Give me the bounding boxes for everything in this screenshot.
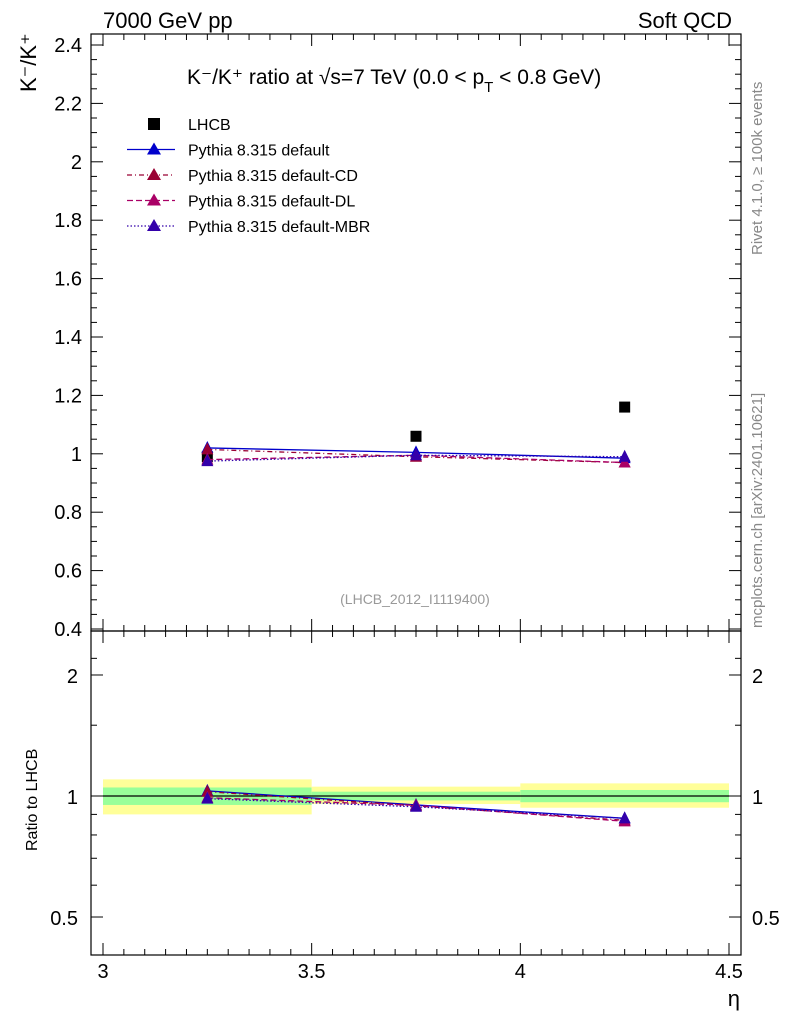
legend-marker-square [148, 118, 160, 130]
rivet-version-label: Rivet 4.1.0, ≥ 100k events [749, 82, 766, 255]
main-x-ticks [102, 34, 730, 631]
main-y-tick-label: 1.8 [54, 210, 82, 232]
main-series [201, 401, 631, 468]
data-point [619, 401, 631, 413]
ratio-y-tick-label-right: 0.5 [752, 908, 780, 930]
ratio-series-default_mbr [201, 791, 631, 824]
legend-entry-default_dl: Pythia 8.315 default-DL [127, 193, 355, 211]
x-tick-label: 3.5 [298, 961, 326, 983]
main-y-axis: 0.4 0.6 0.8 1 1.2 1.4 1.6 1.8 2 2.2 2.4 [54, 35, 741, 641]
main-y-tick-label: 1.6 [54, 269, 82, 291]
ratio-marker [201, 784, 214, 797]
ratio-marker [618, 811, 631, 824]
main-y-tick-label: 2 [71, 152, 82, 174]
chart-title-end: < 0.8 GeV) [493, 66, 601, 89]
series-line [207, 454, 625, 462]
main-y-tick-label: 0.6 [54, 561, 82, 583]
collision-label: 7000 GeV pp [103, 8, 233, 33]
series-marker [201, 442, 214, 455]
legend-label: Pythia 8.315 default-CD [188, 168, 358, 185]
x-tick-label: 4 [515, 961, 526, 983]
ratio-line [207, 791, 625, 821]
chart-title-main: K⁻/K⁺ ratio at √s=7 TeV (0.0 < p [187, 66, 484, 89]
ratio-marker [201, 791, 214, 804]
main-y-tick-label: 2.2 [54, 93, 82, 115]
legend-marker-triangle [147, 168, 161, 180]
ratio-series [201, 783, 631, 827]
chart-title-subscript: T [484, 79, 493, 96]
legend-entry-default: Pythia 8.315 default [127, 142, 330, 160]
legend-entry-default_cd: Pythia 8.315 default-CD [127, 168, 358, 185]
ratio-panel: 0.5 0.5 1 1 2 2 3 3.5 4 4.5 Ratio to LHCB η [24, 630, 780, 1011]
series-marker [618, 449, 631, 462]
legend-label: LHCB [188, 117, 231, 134]
main-series-default_mbr [201, 448, 631, 467]
main-y-tick-label: 1 [71, 444, 82, 466]
main-y-tick-label: 0.4 [54, 619, 82, 641]
main-panel: 0.4 0.6 0.8 1 1.2 1.4 1.6 1.8 2 2.2 2.4 K⁻/K⁺ K⁻/K… [16, 33, 742, 641]
chart-title: K⁻/K⁺ ratio at √s=7 TeV (0.0 < pT < 0.8 … [187, 66, 601, 96]
x-tick-label: 3 [97, 961, 108, 983]
main-y-tick-label: 1.2 [54, 385, 82, 407]
main-y-axis-label: K⁻/K⁺ [16, 33, 41, 92]
ratio-y-tick-label: 2 [67, 666, 78, 688]
x-axis-label: η [728, 986, 740, 1011]
analysis-watermark: (LHCB_2012_I1119400) [340, 591, 490, 607]
legend-label: Pythia 8.315 default [188, 143, 330, 160]
legend-marker-triangle [147, 219, 161, 231]
legend-entry-default_mbr: Pythia 8.315 default-MBR [127, 219, 370, 236]
ratio-y-axis-label: Ratio to LHCB [24, 749, 41, 851]
main-y-tick-label: 1.4 [54, 327, 82, 349]
ratio-x-axis: 3 3.5 4 4.5 [97, 631, 743, 983]
legend-marker-triangle [147, 142, 161, 155]
ratio-marker [410, 799, 422, 812]
legend-entry-data: LHCB [148, 117, 231, 134]
ratio-y-tick-label: 1 [67, 787, 78, 809]
x-tick-label: 4.5 [715, 961, 743, 983]
series-marker [410, 448, 422, 461]
legend-marker-triangle [147, 193, 161, 206]
main-y-tick-label: 2.4 [54, 35, 82, 57]
data-point [410, 430, 422, 442]
series-marker [201, 454, 214, 467]
main-y-tick-label: 0.8 [54, 502, 82, 524]
process-label: Soft QCD [638, 8, 732, 33]
ratio-y-tick-label-right: 1 [752, 787, 763, 809]
ratio-y-tick-label: 0.5 [50, 908, 78, 930]
legend-label: Pythia 8.315 default-MBR [188, 219, 370, 236]
legend: LHCB Pythia 8.315 default Pythia 8.315 def… [127, 117, 370, 236]
legend-label: Pythia 8.315 default-DL [188, 194, 355, 211]
ratio-y-tick-label-right: 2 [752, 666, 763, 688]
mcplots-label: mcplots.cern.ch [arXiv:2401.10621] [749, 393, 766, 628]
ratio-y-axis: 0.5 0.5 1 1 2 2 [50, 657, 780, 930]
